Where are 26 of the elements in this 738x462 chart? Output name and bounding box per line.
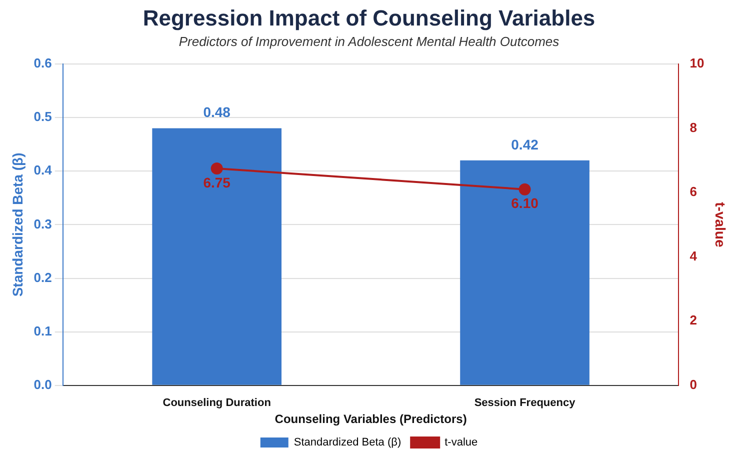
y-tick-label: 0.1	[34, 323, 52, 338]
data-label: 0.48	[203, 104, 231, 120]
y2-tick-label: 0	[690, 376, 697, 392]
y2-tick-label: 2	[690, 312, 697, 328]
y-tick-label: 0.3	[34, 216, 52, 232]
data-label: 6.75	[203, 174, 231, 190]
x-axis-title: Counseling Variables (Predictors)	[274, 412, 467, 426]
y-tick-label: 0.6	[34, 56, 52, 71]
y-tick-label: 0.2	[34, 270, 52, 285]
legend-label: t-value	[444, 436, 478, 449]
y2-tick-label: 4	[690, 248, 698, 264]
y2-tick-label: 6	[690, 184, 697, 200]
y-tick-label: 0.4	[34, 162, 53, 178]
y-axis-title: Standardized Beta (β)	[9, 152, 26, 297]
x-tick-label: Counseling Duration	[162, 397, 272, 410]
data-label: 0.42	[511, 136, 539, 152]
y2-axis-title: t-value	[712, 202, 729, 248]
y2-tick-label: 8	[690, 120, 697, 135]
chart-title: Regression Impact of Counseling Variables	[142, 5, 596, 30]
chart-subtitle: Predictors of Improvement in Adolescent Mental Health Outcomes	[178, 34, 560, 49]
y-tick-label: 0.5	[34, 109, 52, 124]
y-tick-label: 0.0	[34, 376, 52, 392]
legend-label: Standardized Beta (β)	[294, 436, 402, 449]
y2-tick-label: 10	[690, 56, 704, 71]
x-tick-label: Session Frequency	[474, 397, 576, 410]
data-label: 6.10	[511, 195, 539, 212]
